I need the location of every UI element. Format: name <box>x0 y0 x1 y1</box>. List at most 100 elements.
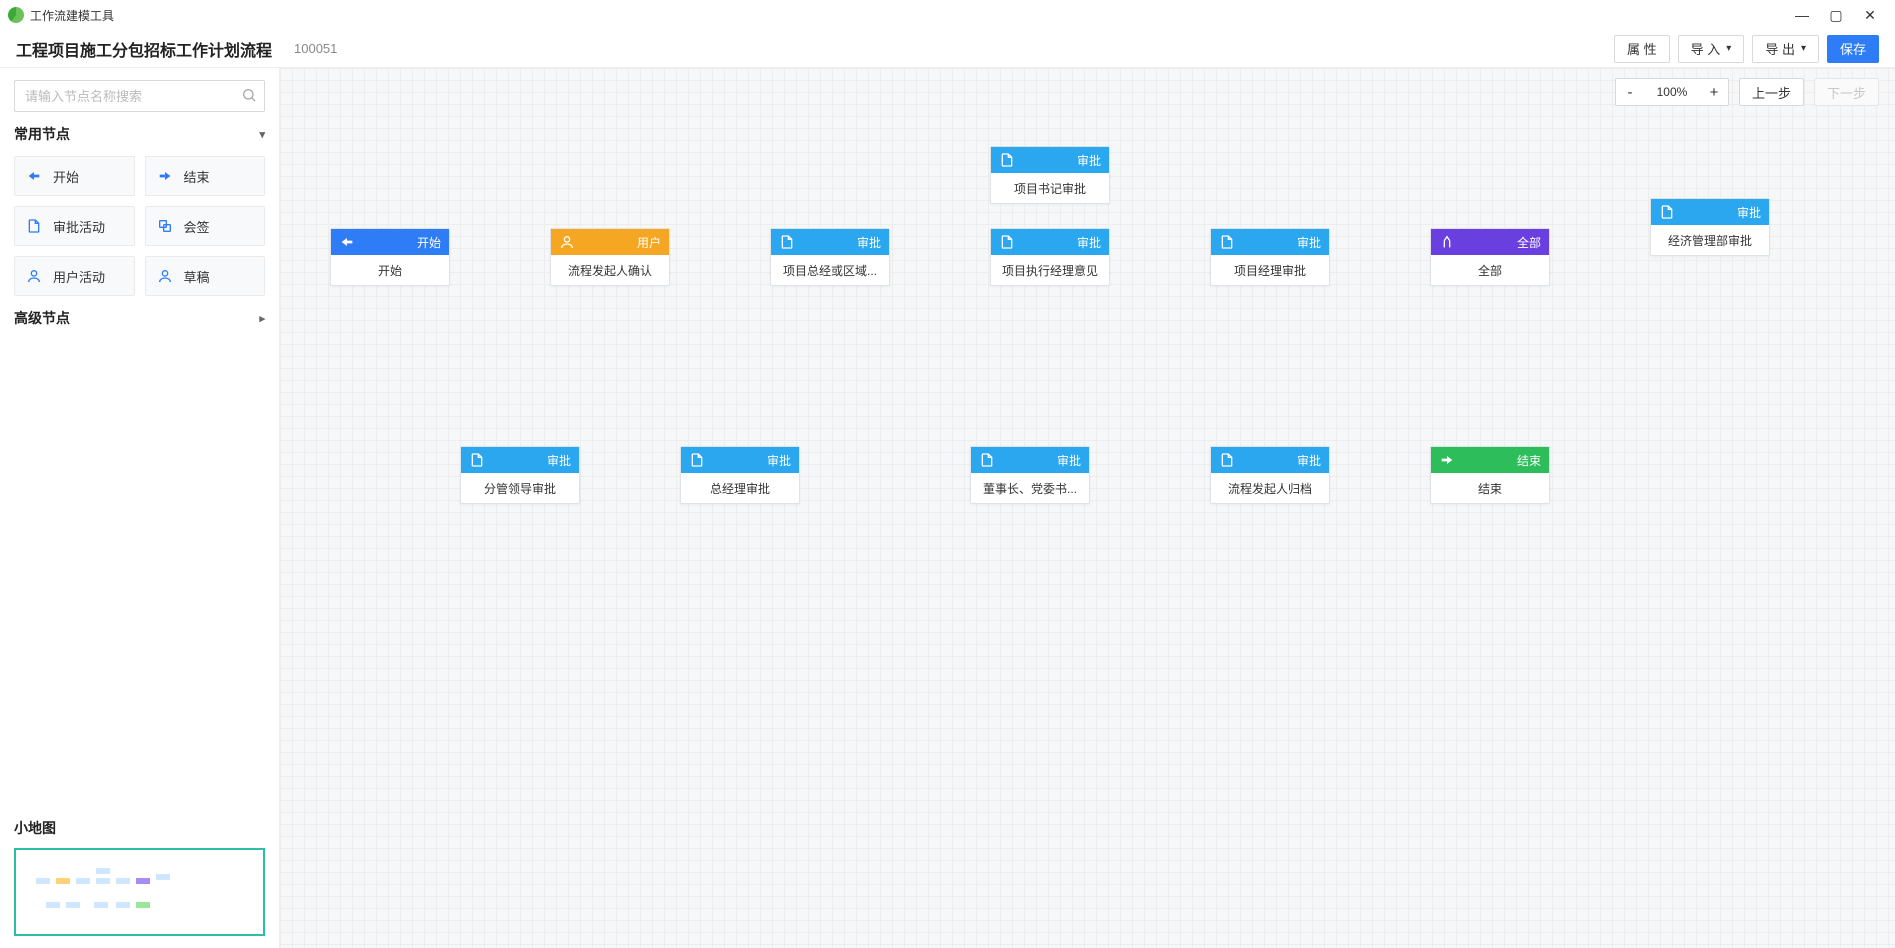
node-body-label: 结束 <box>1431 473 1549 503</box>
flow-node-n_a2[interactable]: 审批项目经理审批 <box>1210 228 1330 286</box>
flow-node-n_end[interactable]: 结束结束 <box>1430 446 1550 504</box>
canvas-tools: - 100% + 上一步 下一步 <box>1615 78 1879 106</box>
node-head-label: 审批 <box>1737 204 1761 221</box>
user-icon <box>559 234 575 250</box>
node-body-label: 开始 <box>331 255 449 285</box>
node-body-label: 项目书记审批 <box>991 173 1109 203</box>
zoom-out-button[interactable]: - <box>1616 84 1644 101</box>
node-head: 全部 <box>1431 229 1549 255</box>
node-body-label: 项目经理审批 <box>1211 255 1329 285</box>
window-minimize-button[interactable]: — <box>1785 3 1819 27</box>
node-head-label: 审批 <box>1297 234 1321 251</box>
node-head-label: 开始 <box>417 234 441 251</box>
node-body-label: 项目总经或区域... <box>771 255 889 285</box>
flow-node-n_start[interactable]: 开始开始 <box>330 228 450 286</box>
import-button[interactable]: 导 入▾ <box>1678 35 1745 63</box>
node-head-label: 全部 <box>1517 234 1541 251</box>
flow-node-n_all[interactable]: 全部全部 <box>1430 228 1550 286</box>
node-head: 审批 <box>991 229 1109 255</box>
node-head: 审批 <box>1211 447 1329 473</box>
doc-icon <box>1219 452 1235 468</box>
user-icon <box>25 267 43 285</box>
minimap-title: 小地图 <box>14 818 265 838</box>
node-body-label: 项目执行经理意见 <box>991 255 1109 285</box>
palette-item-countersign[interactable]: 会签 <box>145 206 266 246</box>
flow-node-n_econ[interactable]: 审批经济管理部审批 <box>1650 198 1770 256</box>
flow-node-n_b2[interactable]: 审批总经理审批 <box>680 446 800 504</box>
window-close-button[interactable]: ✕ <box>1853 3 1887 27</box>
palette-item-user-activity[interactable]: 用户活动 <box>14 256 135 296</box>
palette-item-end[interactable]: 结束 <box>145 156 266 196</box>
minimap[interactable] <box>14 848 265 936</box>
end-arrow-icon <box>156 167 174 185</box>
properties-button[interactable]: 属 性 <box>1614 35 1670 63</box>
workflow-title: 工程项目施工分包招标工作计划流程 <box>16 37 272 61</box>
flow-node-n_b4[interactable]: 审批流程发起人归档 <box>1210 446 1330 504</box>
palette-item-draft[interactable]: 草稿 <box>145 256 266 296</box>
flow-node-n_a_top[interactable]: 审批项目书记审批 <box>990 146 1110 204</box>
node-search <box>14 80 265 112</box>
node-head: 结束 <box>1431 447 1549 473</box>
flow-node-n_b1[interactable]: 审批分管领导审批 <box>460 446 580 504</box>
node-head: 审批 <box>971 447 1089 473</box>
header-bar: 工程项目施工分包招标工作计划流程 100051 属 性 导 入▾ 导 出▾ 保存 <box>0 30 1895 68</box>
doc-icon <box>1659 204 1675 220</box>
merge-icon <box>1439 234 1455 250</box>
zoom-control: - 100% + <box>1615 78 1729 106</box>
node-head: 审批 <box>991 147 1109 173</box>
document-icon <box>25 217 43 235</box>
doc-icon <box>999 152 1015 168</box>
doc-icon <box>999 234 1015 250</box>
canvas[interactable]: - 100% + 上一步 下一步 合计总控制价(HJZKZJ)大于等于500合计… <box>280 68 1895 948</box>
start-arrow-icon <box>25 167 43 185</box>
workflow-code: 100051 <box>294 41 337 56</box>
node-body-label: 经济管理部审批 <box>1651 225 1769 255</box>
flow-node-n_a_mid[interactable]: 审批项目执行经理意见 <box>990 228 1110 286</box>
section-advanced-nodes[interactable]: 高级节点 ▸ <box>14 306 265 330</box>
canvas-wrap: - 100% + 上一步 下一步 合计总控制价(HJZKZJ)大于等于500合计… <box>280 68 1895 948</box>
chevron-down-icon: ▾ <box>1726 43 1731 54</box>
chevron-down-icon: ▾ <box>259 128 265 141</box>
search-icon[interactable] <box>241 87 257 108</box>
flow-node-n_a1[interactable]: 审批项目总经或区域... <box>770 228 890 286</box>
doc-icon <box>779 234 795 250</box>
export-button[interactable]: 导 出▾ <box>1752 35 1819 63</box>
node-head: 开始 <box>331 229 449 255</box>
flow-node-n_b3[interactable]: 审批董事长、党委书... <box>970 446 1090 504</box>
node-body-label: 分管领导审批 <box>461 473 579 503</box>
node-body-label: 流程发起人归档 <box>1211 473 1329 503</box>
palette-item-start[interactable]: 开始 <box>14 156 135 196</box>
save-button[interactable]: 保存 <box>1827 35 1879 63</box>
palette-item-approve-activity[interactable]: 审批活动 <box>14 206 135 246</box>
node-head: 审批 <box>771 229 889 255</box>
palette-common: 开始 结束 审批活动 会签 用户活动 <box>14 156 265 296</box>
node-head: 审批 <box>1211 229 1329 255</box>
section-common-nodes[interactable]: 常用节点 ▾ <box>14 122 265 146</box>
zoom-value: 100% <box>1644 85 1700 99</box>
prev-step-button[interactable]: 上一步 <box>1739 78 1804 106</box>
node-head-label: 审批 <box>1077 234 1101 251</box>
chevron-down-icon: ▾ <box>1801 43 1806 54</box>
zoom-in-button[interactable]: + <box>1700 84 1728 101</box>
edges-layer: 合计总控制价(HJZKZJ)大于等于500合计总控制价(HJZKZJ)小于500 <box>280 68 580 218</box>
node-head-label: 审批 <box>547 452 571 469</box>
doc-icon <box>689 452 705 468</box>
node-body-label: 董事长、党委书... <box>971 473 1089 503</box>
node-head-label: 用户 <box>637 234 661 251</box>
sidebar: 常用节点 ▾ 开始 结束 审批活动 会签 <box>0 68 280 948</box>
node-head-label: 结束 <box>1517 452 1541 469</box>
search-input[interactable] <box>14 80 265 112</box>
node-head: 审批 <box>1651 199 1769 225</box>
app-logo-icon <box>8 7 24 23</box>
arrow2-icon <box>1439 452 1455 468</box>
countersign-icon <box>156 217 174 235</box>
node-head: 审批 <box>461 447 579 473</box>
node-head-label: 审批 <box>1057 452 1081 469</box>
app-title: 工作流建模工具 <box>30 7 114 24</box>
node-head-label: 审批 <box>767 452 791 469</box>
node-head-label: 审批 <box>1077 152 1101 169</box>
window-maximize-button[interactable]: ▢ <box>1819 3 1853 27</box>
flow-node-n_user[interactable]: 用户流程发起人确认 <box>550 228 670 286</box>
node-body-label: 总经理审批 <box>681 473 799 503</box>
node-head: 审批 <box>681 447 799 473</box>
